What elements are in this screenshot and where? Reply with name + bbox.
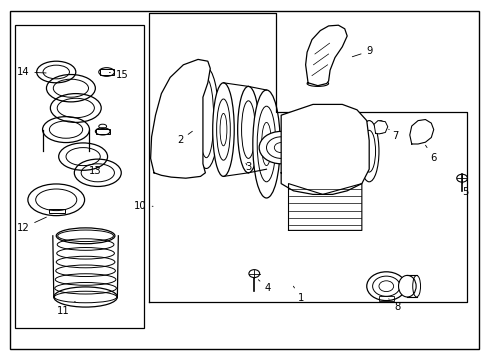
Bar — [100, 69, 114, 75]
Ellipse shape — [252, 90, 280, 198]
Bar — [378, 296, 393, 301]
Text: 3: 3 — [245, 162, 251, 172]
Bar — [15, 25, 144, 328]
Circle shape — [308, 148, 355, 183]
Text: 11: 11 — [57, 301, 75, 316]
Bar — [49, 209, 64, 213]
Text: 13: 13 — [89, 166, 102, 176]
Polygon shape — [288, 184, 361, 230]
Ellipse shape — [398, 275, 415, 297]
Text: 7: 7 — [388, 129, 398, 141]
Text: 5: 5 — [461, 182, 468, 197]
Polygon shape — [305, 25, 346, 86]
Text: 15: 15 — [109, 69, 128, 80]
Text: 6: 6 — [425, 145, 436, 163]
Text: 14: 14 — [17, 67, 46, 77]
Polygon shape — [281, 104, 368, 194]
Text: 8: 8 — [388, 299, 399, 312]
Text: 1: 1 — [293, 286, 304, 303]
Circle shape — [259, 131, 303, 164]
Text: 4: 4 — [258, 280, 270, 293]
Text: 9: 9 — [351, 46, 372, 57]
Polygon shape — [409, 120, 433, 144]
Polygon shape — [150, 59, 210, 178]
Bar — [96, 129, 110, 134]
Ellipse shape — [212, 83, 234, 176]
Text: 10: 10 — [134, 201, 153, 211]
Text: 2: 2 — [176, 131, 192, 145]
Ellipse shape — [237, 86, 259, 173]
Text: 12: 12 — [17, 217, 46, 233]
Polygon shape — [373, 121, 387, 134]
Ellipse shape — [359, 121, 378, 182]
